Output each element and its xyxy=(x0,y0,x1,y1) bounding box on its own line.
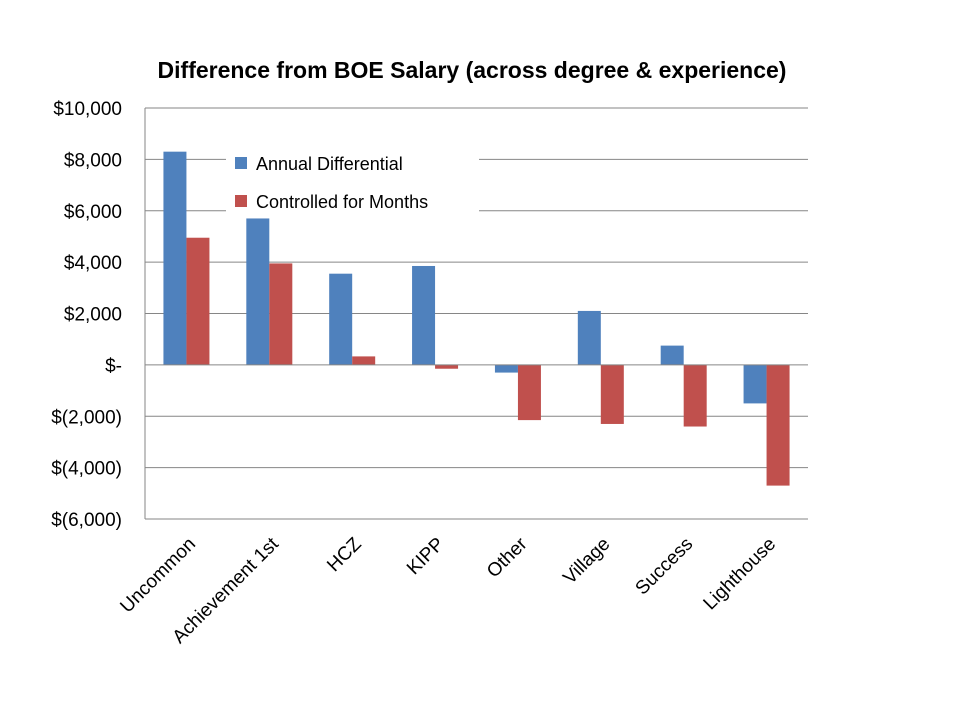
legend: Annual Differential Controlled for Months xyxy=(226,145,479,215)
x-tick-label: Uncommon xyxy=(116,534,200,618)
legend-swatch xyxy=(235,195,247,207)
x-tick-label: KIPP xyxy=(403,534,448,579)
y-tick-label: $(6,000) xyxy=(51,510,122,531)
x-tick-label: Success xyxy=(632,534,698,600)
legend-box xyxy=(226,145,479,215)
bar-controlled-kipp xyxy=(435,364,459,369)
bar-annual-lighthouse xyxy=(743,364,767,404)
bars xyxy=(163,151,790,486)
axes xyxy=(144,108,808,520)
y-tick-label: $(2,000) xyxy=(51,407,122,428)
x-tick-label: Lighthouse xyxy=(700,534,781,615)
y-tick-label: $(4,000) xyxy=(51,459,122,480)
chart-title: Difference from BOE Salary (across degre… xyxy=(158,57,787,83)
bar-controlled-lighthouse xyxy=(766,364,790,486)
legend-label: Annual Differential xyxy=(256,154,403,174)
bar-controlled-uncommon xyxy=(186,237,210,365)
legend-swatch xyxy=(235,157,247,169)
bar-annual-village xyxy=(577,310,601,365)
legend-label: Controlled for Months xyxy=(256,192,428,212)
bar-controlled-achievement-1st xyxy=(269,263,293,365)
y-axis-ticks: $10,000 $8,000 $6,000 $4,000 $2,000 $- $(2,000… xyxy=(51,99,122,531)
bar-controlled-hcz xyxy=(352,356,376,365)
y-tick-label: $4,000 xyxy=(64,253,122,274)
bar-controlled-success xyxy=(683,364,707,427)
x-tick-label: HCZ xyxy=(323,533,366,576)
x-tick-label: Other xyxy=(483,533,532,582)
y-tick-label: $- xyxy=(105,356,122,377)
bar-annual-success xyxy=(660,345,684,365)
y-tick-label: $6,000 xyxy=(64,202,122,223)
bar-controlled-other xyxy=(517,364,541,421)
bar-controlled-village xyxy=(600,364,624,424)
bar-annual-kipp xyxy=(412,265,436,365)
bar-annual-uncommon xyxy=(163,151,187,365)
y-tick-label: $10,000 xyxy=(53,99,122,120)
y-tick-label: $2,000 xyxy=(64,305,122,326)
bar-annual-other xyxy=(494,364,518,373)
bar-annual-hcz xyxy=(329,273,353,365)
y-tick-label: $8,000 xyxy=(64,150,122,171)
bar-annual-achievement-1st xyxy=(246,218,270,365)
x-tick-label: Village xyxy=(559,534,614,589)
